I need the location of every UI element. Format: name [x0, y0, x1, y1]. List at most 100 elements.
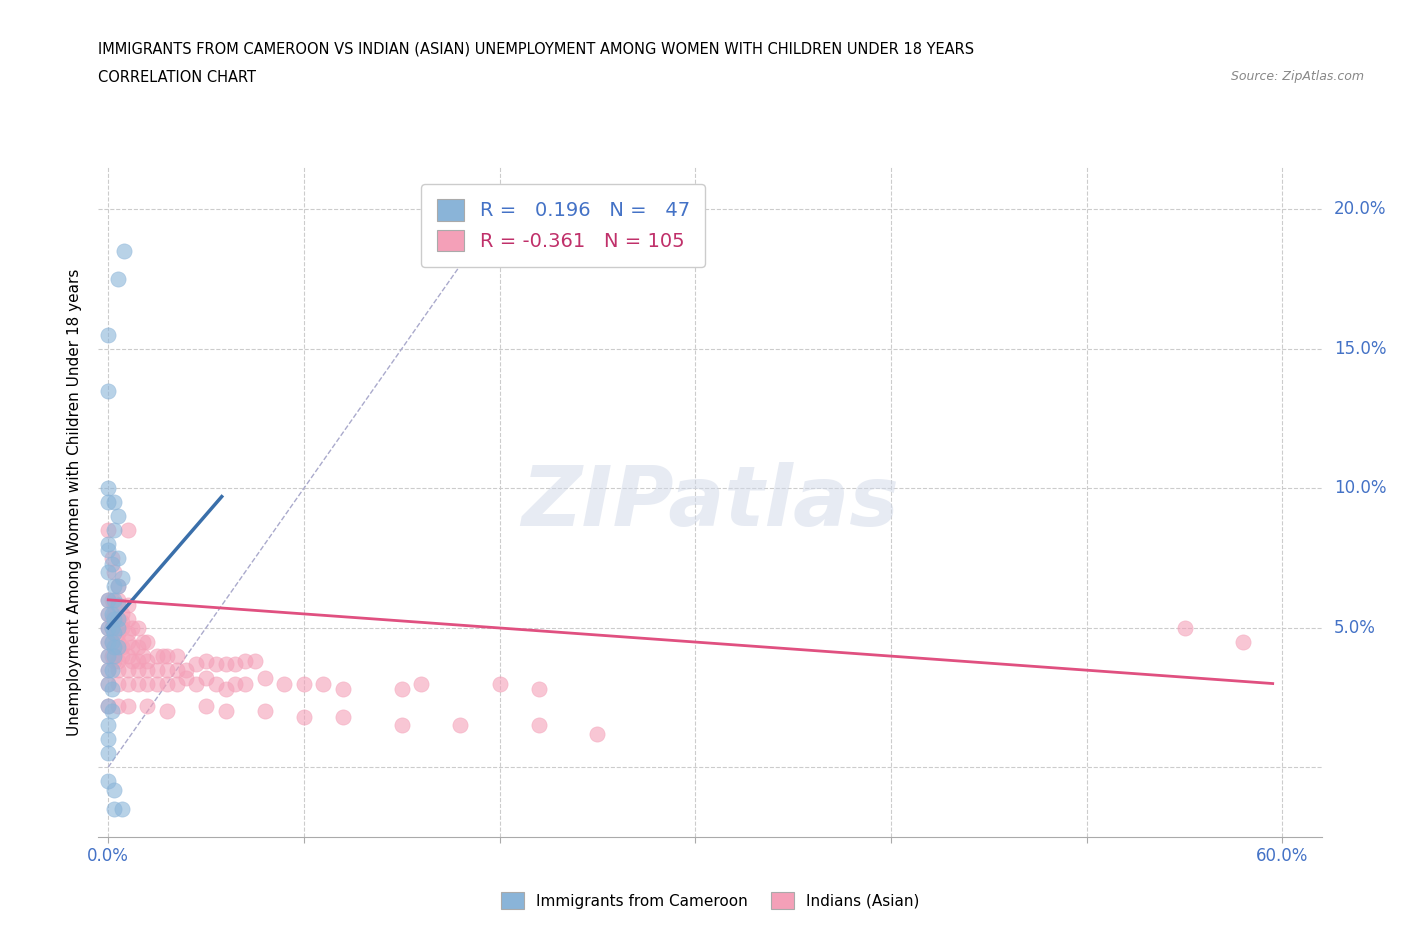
Text: 5.0%: 5.0%: [1334, 618, 1375, 637]
Text: IMMIGRANTS FROM CAMEROON VS INDIAN (ASIAN) UNEMPLOYMENT AMONG WOMEN WITH CHILDRE: IMMIGRANTS FROM CAMEROON VS INDIAN (ASIA…: [98, 42, 974, 57]
Point: [97, 542, 120, 557]
Point: [101, 612, 124, 627]
Point: [136, 676, 159, 691]
Point: [101, 634, 124, 649]
Point: [127, 676, 149, 691]
Point: [166, 662, 188, 677]
Point: [152, 648, 174, 663]
Point: [146, 676, 169, 691]
Point: [107, 676, 129, 691]
Point: [97, 648, 120, 663]
Point: [117, 648, 139, 663]
Point: [97, 732, 120, 747]
Point: [121, 640, 143, 655]
Point: [103, 802, 125, 817]
Point: [253, 704, 276, 719]
Point: [253, 671, 276, 685]
Point: [107, 578, 129, 593]
Point: [101, 606, 124, 621]
Point: [488, 676, 510, 691]
Point: [195, 698, 218, 713]
Point: [121, 620, 143, 635]
Point: [273, 676, 295, 691]
Point: [107, 620, 129, 635]
Point: [127, 654, 149, 669]
Point: [186, 676, 208, 691]
Point: [101, 556, 124, 571]
Point: [450, 718, 472, 733]
Point: [117, 523, 139, 538]
Point: [107, 551, 129, 565]
Point: [233, 654, 256, 669]
Point: [1232, 634, 1254, 649]
Point: [97, 481, 120, 496]
Point: [101, 592, 124, 607]
Point: [586, 726, 609, 741]
Point: [111, 640, 134, 655]
Point: [243, 654, 266, 669]
Point: [103, 640, 125, 655]
Point: [205, 676, 228, 691]
Point: [117, 626, 139, 641]
Text: 15.0%: 15.0%: [1334, 339, 1386, 358]
Point: [97, 662, 120, 677]
Point: [117, 598, 139, 613]
Text: ZIPatlas: ZIPatlas: [522, 461, 898, 543]
Point: [97, 676, 120, 691]
Point: [136, 698, 159, 713]
Point: [127, 620, 149, 635]
Point: [117, 698, 139, 713]
Y-axis label: Unemployment Among Women with Children Under 18 years: Unemployment Among Women with Children U…: [67, 269, 83, 736]
Point: [97, 634, 120, 649]
Point: [146, 648, 169, 663]
Point: [103, 612, 125, 627]
Point: [101, 620, 124, 635]
Point: [132, 648, 155, 663]
Point: [97, 383, 120, 398]
Point: [195, 671, 218, 685]
Point: [233, 676, 256, 691]
Point: [127, 662, 149, 677]
Point: [156, 704, 179, 719]
Point: [97, 537, 120, 551]
Point: [103, 592, 125, 607]
Text: 20.0%: 20.0%: [1334, 200, 1386, 219]
Point: [107, 612, 129, 627]
Point: [107, 578, 129, 593]
Point: [132, 634, 155, 649]
Point: [103, 606, 125, 621]
Point: [312, 676, 335, 691]
Point: [101, 662, 124, 677]
Point: [176, 671, 198, 685]
Point: [103, 495, 125, 510]
Point: [97, 606, 120, 621]
Point: [111, 802, 134, 817]
Point: [224, 676, 246, 691]
Point: [97, 620, 120, 635]
Point: [527, 682, 550, 697]
Point: [103, 565, 125, 579]
Point: [103, 578, 125, 593]
Point: [176, 662, 198, 677]
Point: [214, 657, 236, 671]
Point: [101, 704, 124, 719]
Point: [103, 626, 125, 641]
Point: [97, 634, 120, 649]
Point: [111, 648, 134, 663]
Point: [136, 654, 159, 669]
Point: [103, 626, 125, 641]
Point: [97, 698, 120, 713]
Point: [103, 640, 125, 655]
Point: [97, 620, 120, 635]
Point: [332, 682, 354, 697]
Point: [117, 612, 139, 627]
Point: [101, 648, 124, 663]
Legend: Immigrants from Cameroon, Indians (Asian): Immigrants from Cameroon, Indians (Asian…: [494, 884, 927, 916]
Point: [97, 327, 120, 342]
Point: [186, 657, 208, 671]
Point: [97, 746, 120, 761]
Point: [166, 648, 188, 663]
Point: [156, 662, 179, 677]
Point: [107, 654, 129, 669]
Point: [107, 698, 129, 713]
